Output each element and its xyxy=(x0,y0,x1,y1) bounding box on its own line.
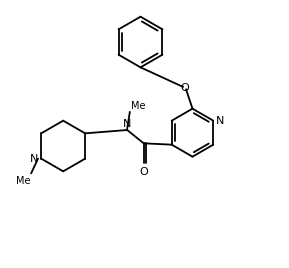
Text: Me: Me xyxy=(131,100,145,110)
Text: N: N xyxy=(30,154,39,164)
Text: O: O xyxy=(139,167,148,177)
Text: O: O xyxy=(180,83,189,93)
Text: N: N xyxy=(123,119,131,129)
Text: Me: Me xyxy=(16,176,30,186)
Text: N: N xyxy=(216,116,224,126)
